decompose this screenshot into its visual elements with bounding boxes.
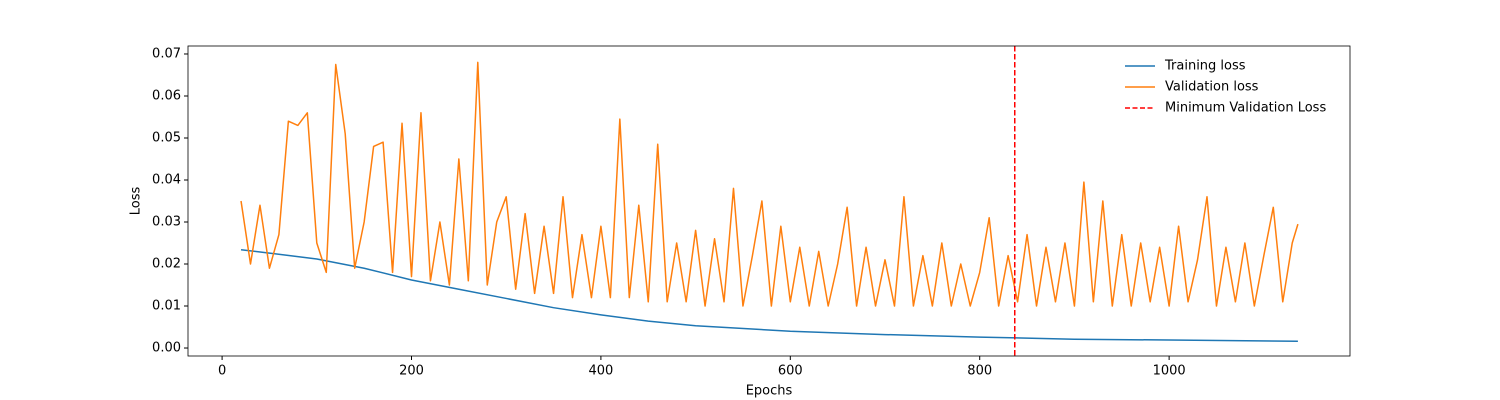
legend-label: Validation loss	[1165, 80, 1259, 95]
plot-frame	[187, 45, 1351, 357]
series-line	[240, 248, 1298, 343]
x-tick-label: 0	[218, 364, 226, 379]
x-tick-label: 800	[967, 364, 992, 379]
x-tick-label: 600	[778, 364, 803, 379]
y-tick-label: 0.06	[152, 88, 181, 103]
y-axis-label: Loss	[129, 187, 144, 216]
x-tick-label: 1000	[1153, 364, 1186, 379]
y-tick-label: 0.07	[152, 46, 181, 61]
x-tick-label: 400	[588, 364, 613, 379]
y-tick-label: 0.02	[152, 257, 181, 272]
y-tick-label: 0.01	[152, 299, 181, 314]
y-tick-label: 0.00	[152, 341, 181, 356]
legend-label: Training loss	[1164, 59, 1246, 74]
y-tick-label: 0.05	[152, 130, 181, 145]
y-tick-label: 0.04	[152, 172, 181, 187]
series-line	[240, 61, 1299, 307]
x-tick-label: 200	[399, 364, 424, 379]
y-tick-label: 0.03	[152, 215, 181, 230]
x-axis-label: Epochs	[746, 384, 793, 399]
legend-label: Minimum Validation Loss	[1165, 101, 1326, 116]
